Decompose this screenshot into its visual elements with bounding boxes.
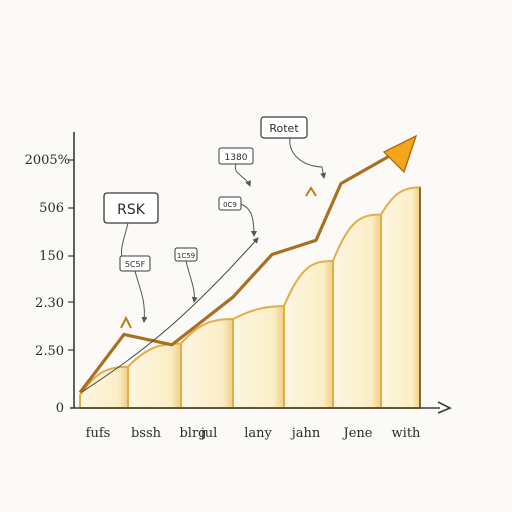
annotation-rsk: RSK	[103, 192, 159, 263]
annotation-1c59: 1C59	[174, 247, 198, 303]
trend-line-arrowhead	[382, 134, 418, 174]
bar	[127, 342, 182, 409]
caret-mark	[120, 315, 132, 329]
x-tick-label: bssh	[131, 426, 162, 441]
y-tick-label: 2.30	[35, 296, 64, 311]
trend-line	[78, 148, 401, 394]
y-tick-label: 150	[39, 249, 64, 264]
bar	[332, 213, 382, 409]
x-tick-label: lany	[244, 426, 272, 441]
annotation-1c59-text: 1C59	[177, 252, 195, 260]
annotation-rotet-text: Rotet	[269, 122, 299, 135]
x-axis-arrowhead	[437, 401, 452, 414]
axes	[68, 132, 452, 414]
thin-trend-line	[81, 237, 259, 393]
annotations: RSK 5C5F 1C59 1380 0C9 Rotet	[81, 116, 327, 393]
annotation-5c5f: 5C5F	[119, 255, 151, 323]
y-tick-label: 2005%	[25, 153, 70, 168]
x-tick-label: jahn	[290, 426, 321, 441]
y-tick-label: 2.50	[35, 344, 64, 359]
bars	[79, 186, 421, 409]
x-tick-label: with	[392, 426, 422, 441]
trend-line-layer	[78, 134, 418, 394]
annotation-rsk-text: RSK	[117, 202, 146, 218]
x-tick-label: fufs	[86, 426, 111, 441]
x-tick-label: blrg	[179, 426, 206, 441]
annotation-0c9-text: 0C9	[223, 201, 237, 209]
bar	[79, 365, 129, 409]
caret-mark	[305, 186, 317, 197]
annotation-5c5f-text: 5C5F	[125, 260, 146, 269]
annotation-0c9: 0C9	[218, 196, 257, 237]
annotation-1380: 1380	[218, 147, 254, 187]
x-tick-label: jul	[199, 426, 218, 441]
annotation-rotet: Rotet	[260, 116, 327, 179]
annotation-1380-text: 1380	[225, 153, 248, 163]
y-tick-labels: 0 2.50 2.30 150 506 2005%	[25, 153, 70, 416]
bar	[232, 305, 285, 409]
y-tick-label: 506	[39, 201, 64, 216]
x-tick-labels: fufs bssh blrg jul lany jahn Jene with	[86, 426, 421, 441]
y-tick-label: 0	[56, 401, 64, 416]
x-tick-label: Jene	[342, 426, 373, 441]
bar	[283, 259, 334, 409]
bar	[380, 186, 421, 409]
